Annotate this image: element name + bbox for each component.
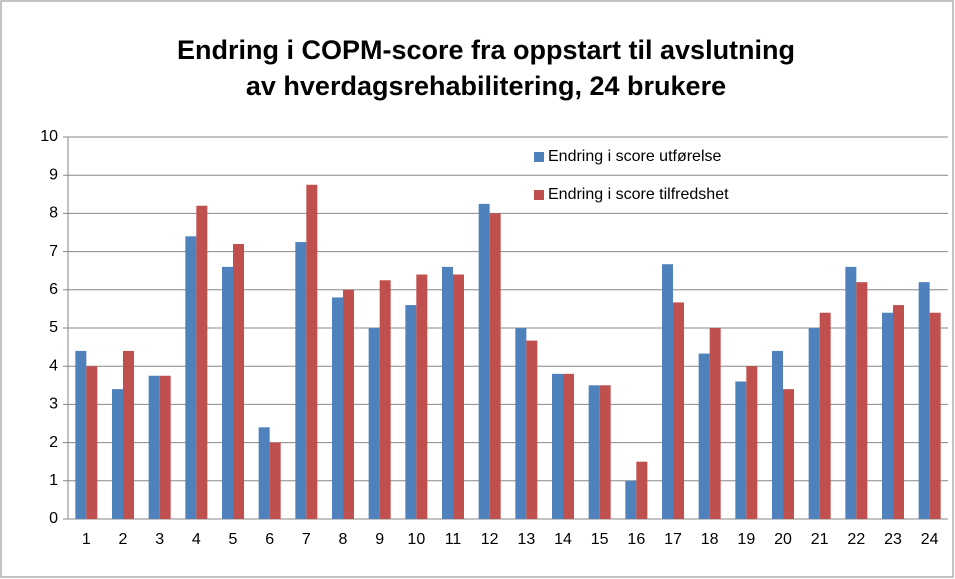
x-tick-label: 6 [265,531,274,548]
bar [269,442,281,519]
bar [783,389,794,519]
x-tick-label: 9 [375,531,384,548]
x-tick-label: 21 [811,531,829,548]
bar [709,328,721,519]
x-tick-label: 10 [407,531,425,548]
y-tick-label: 1 [49,472,58,489]
bar [368,328,380,519]
bar [552,373,563,519]
bar [893,305,904,519]
chart-title: Endring i COPM-score fra oppstart til av… [177,35,795,65]
x-tick-label: 8 [339,531,348,548]
x-tick-label: 18 [701,531,719,548]
legend-swatch [534,190,544,200]
x-tick-label: 15 [591,531,609,548]
x-tick-label: 12 [481,531,499,548]
bar [306,184,318,519]
bar [86,366,98,519]
bar [196,205,208,519]
y-tick-label: 3 [49,396,58,413]
x-tick-label: 20 [774,531,792,548]
y-tick-label: 8 [49,205,58,222]
x-tick-label: 23 [884,531,902,548]
bar [636,461,648,519]
bar [159,375,171,519]
bar [599,385,611,519]
legend-swatch [534,152,544,162]
bar [379,280,391,519]
bar [625,480,637,519]
bar [882,312,893,519]
x-tick-label: 16 [627,531,645,548]
y-tick-label: 4 [49,357,58,374]
bar [405,305,417,519]
chart-title: av hverdagsrehabilitering, 24 brukere [246,71,726,101]
x-tick-label: 17 [664,531,682,548]
x-tick-label: 7 [302,531,311,548]
bar [478,203,490,519]
bar [746,366,758,519]
bar [332,297,343,519]
bar [588,385,600,519]
bar [112,389,123,519]
bar [453,274,464,519]
bar [819,312,831,519]
bar [698,353,710,519]
y-tick-label: 0 [49,510,58,527]
bar [662,264,673,519]
bar [295,242,307,520]
bar [808,328,820,519]
y-tick-label: 6 [49,281,58,298]
x-tick-label: 24 [921,531,939,548]
bar [515,328,527,519]
bar [343,289,354,519]
x-tick-label: 13 [517,531,535,548]
legend-label: Endring i score tilfredshet [548,186,729,203]
y-tick-label: 9 [49,166,58,183]
x-tick-label: 2 [119,531,128,548]
x-tick-label: 3 [155,531,164,548]
bar [258,427,270,519]
bar [856,282,868,519]
bar [526,340,538,519]
bar [845,266,857,519]
bar [123,350,134,519]
bar [772,350,783,519]
x-tick-label: 19 [737,531,755,548]
bar [233,243,244,519]
bar [489,213,501,519]
bar [929,312,941,519]
x-tick-label: 4 [192,531,201,548]
bar [735,381,747,519]
bar [563,373,574,519]
legend-label: Endring i score utførelse [548,148,722,165]
bar [222,266,233,519]
bar [75,350,87,519]
bar [185,236,197,519]
bar [918,282,930,519]
y-tick-label: 5 [49,319,58,336]
x-tick-label: 1 [82,531,91,548]
y-tick-label: 2 [49,434,58,451]
bar [148,375,160,519]
bar [442,266,453,519]
y-tick-label: 7 [49,243,58,260]
x-tick-label: 22 [847,531,865,548]
bar [416,274,428,519]
bar [673,302,684,519]
x-tick-label: 14 [554,531,572,548]
x-tick-label: 11 [445,531,462,548]
x-tick-label: 5 [229,531,238,548]
y-tick-label: 10 [40,128,58,145]
